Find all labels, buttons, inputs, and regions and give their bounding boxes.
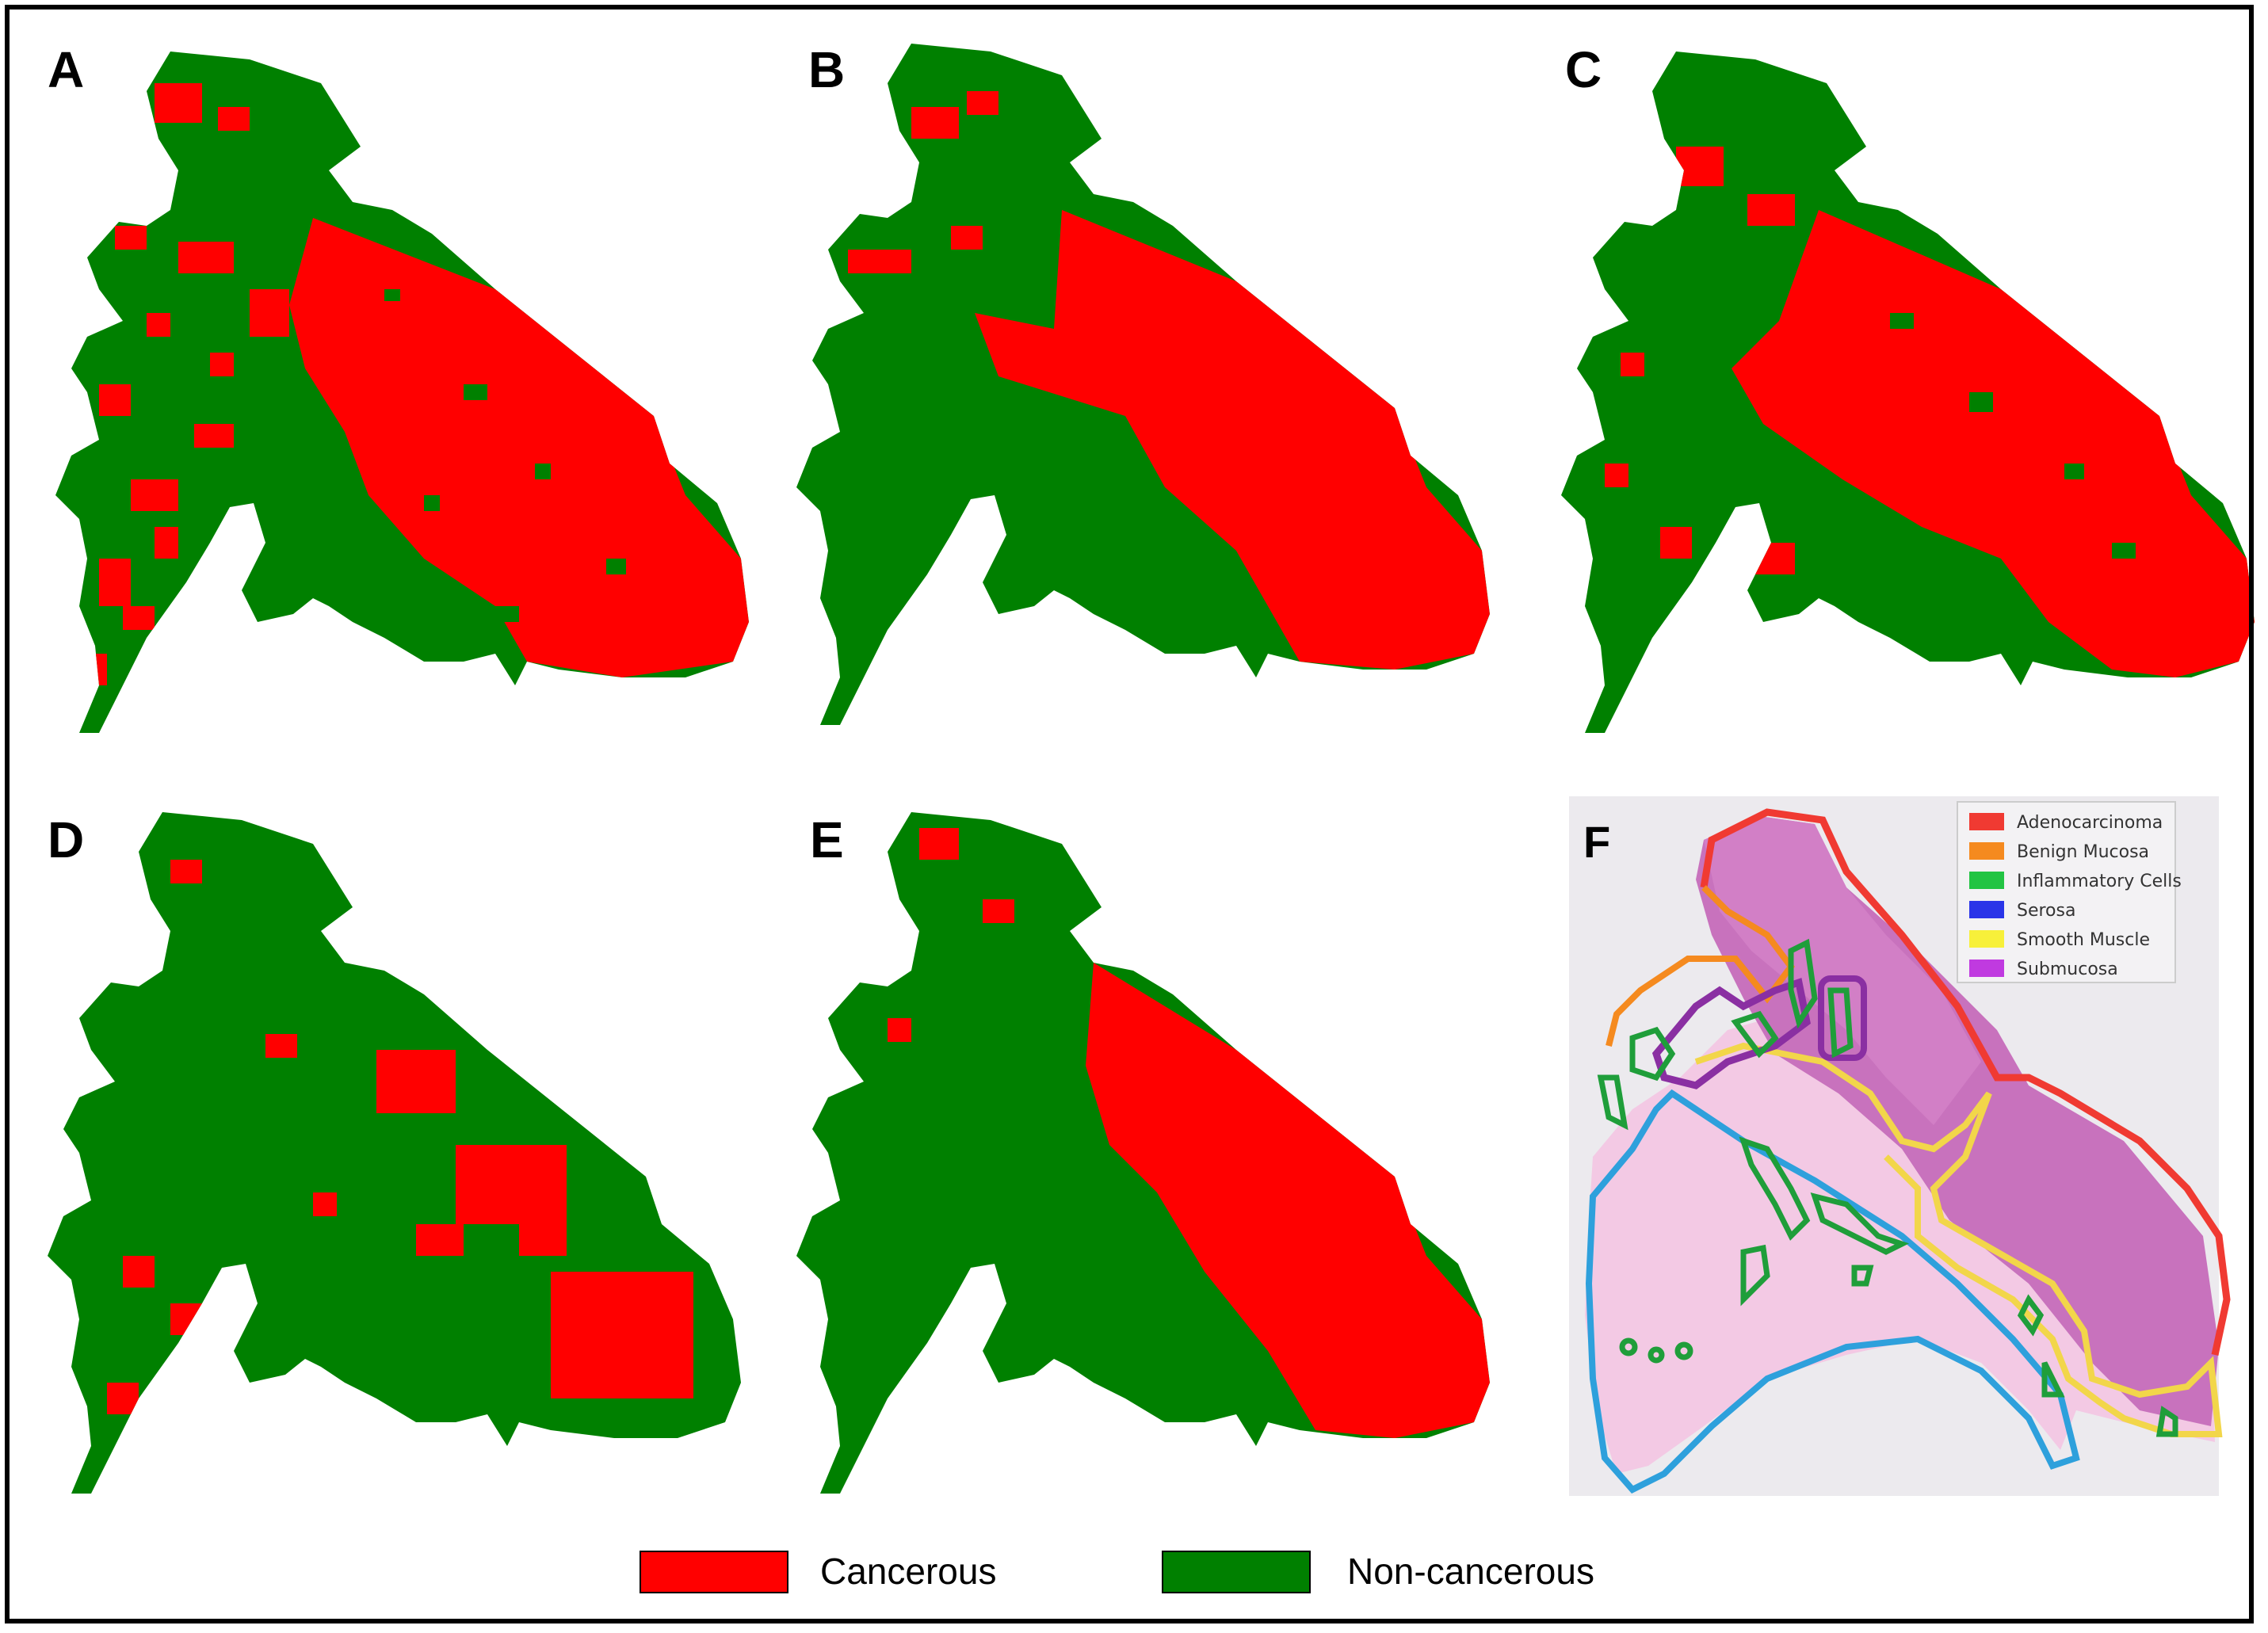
panel-e (796, 812, 1490, 1494)
serosa-outline (1585, 1089, 2080, 1494)
benign-mucosa-outline (1606, 885, 1795, 1047)
non-cancerous-label: Non-cancerous (1347, 1551, 1594, 1592)
submucosa-box (1818, 975, 1867, 1061)
submucosa-outline (1651, 978, 1811, 1089)
panel-letter-c: C (1565, 41, 1602, 98)
smooth-muscle-outline (1694, 1042, 2223, 1437)
annotation-legend-swatch (1969, 960, 2004, 977)
annotation-legend-swatch (1969, 872, 2004, 889)
figure-frame (5, 5, 2254, 1623)
panel-letter-f: F (1583, 817, 1610, 867)
annotation-legend-label: Benign Mucosa (2017, 842, 2149, 862)
panel-b (796, 44, 1490, 725)
annotation-legend-swatch (1969, 842, 2004, 860)
panel-letter-a: A (48, 41, 84, 98)
annotation-legend-swatch (1969, 930, 2004, 948)
non-cancerous-swatch (1162, 1551, 1311, 1593)
annotation-legend-swatch (1969, 813, 2004, 830)
annotation-legend-label: Inflammatory Cells (2017, 872, 2182, 891)
panel-c (1561, 52, 2255, 733)
annotation-legend-label: Smooth Muscle (2017, 930, 2150, 950)
inflammatory-cells-outlines (1597, 938, 2178, 1437)
annotation-legend-label: Adenocarcinoma (2017, 813, 2163, 833)
panel-letter-e: E (810, 811, 844, 868)
annotation-legend-swatch (1969, 901, 2004, 918)
annotation-legend-label: Submucosa (2017, 960, 2118, 979)
panel-letter-d: D (48, 811, 84, 868)
cancerous-swatch (640, 1551, 788, 1593)
cancerous-label: Cancerous (820, 1551, 996, 1592)
panel-f: Adenocarcinoma Benign Mucosa Inflammatory … (1569, 796, 2231, 1496)
annotation-legend-label: Serosa (2017, 901, 2075, 921)
annotation-legend: Adenocarcinoma Benign Mucosa Inflammatory … (1957, 801, 2182, 983)
adenocarcinoma-outline (1700, 808, 2231, 1356)
panel-letter-b: B (808, 41, 845, 98)
panel-a (55, 52, 749, 733)
map-legend: Cancerous Non-cancerous (640, 1551, 1594, 1593)
